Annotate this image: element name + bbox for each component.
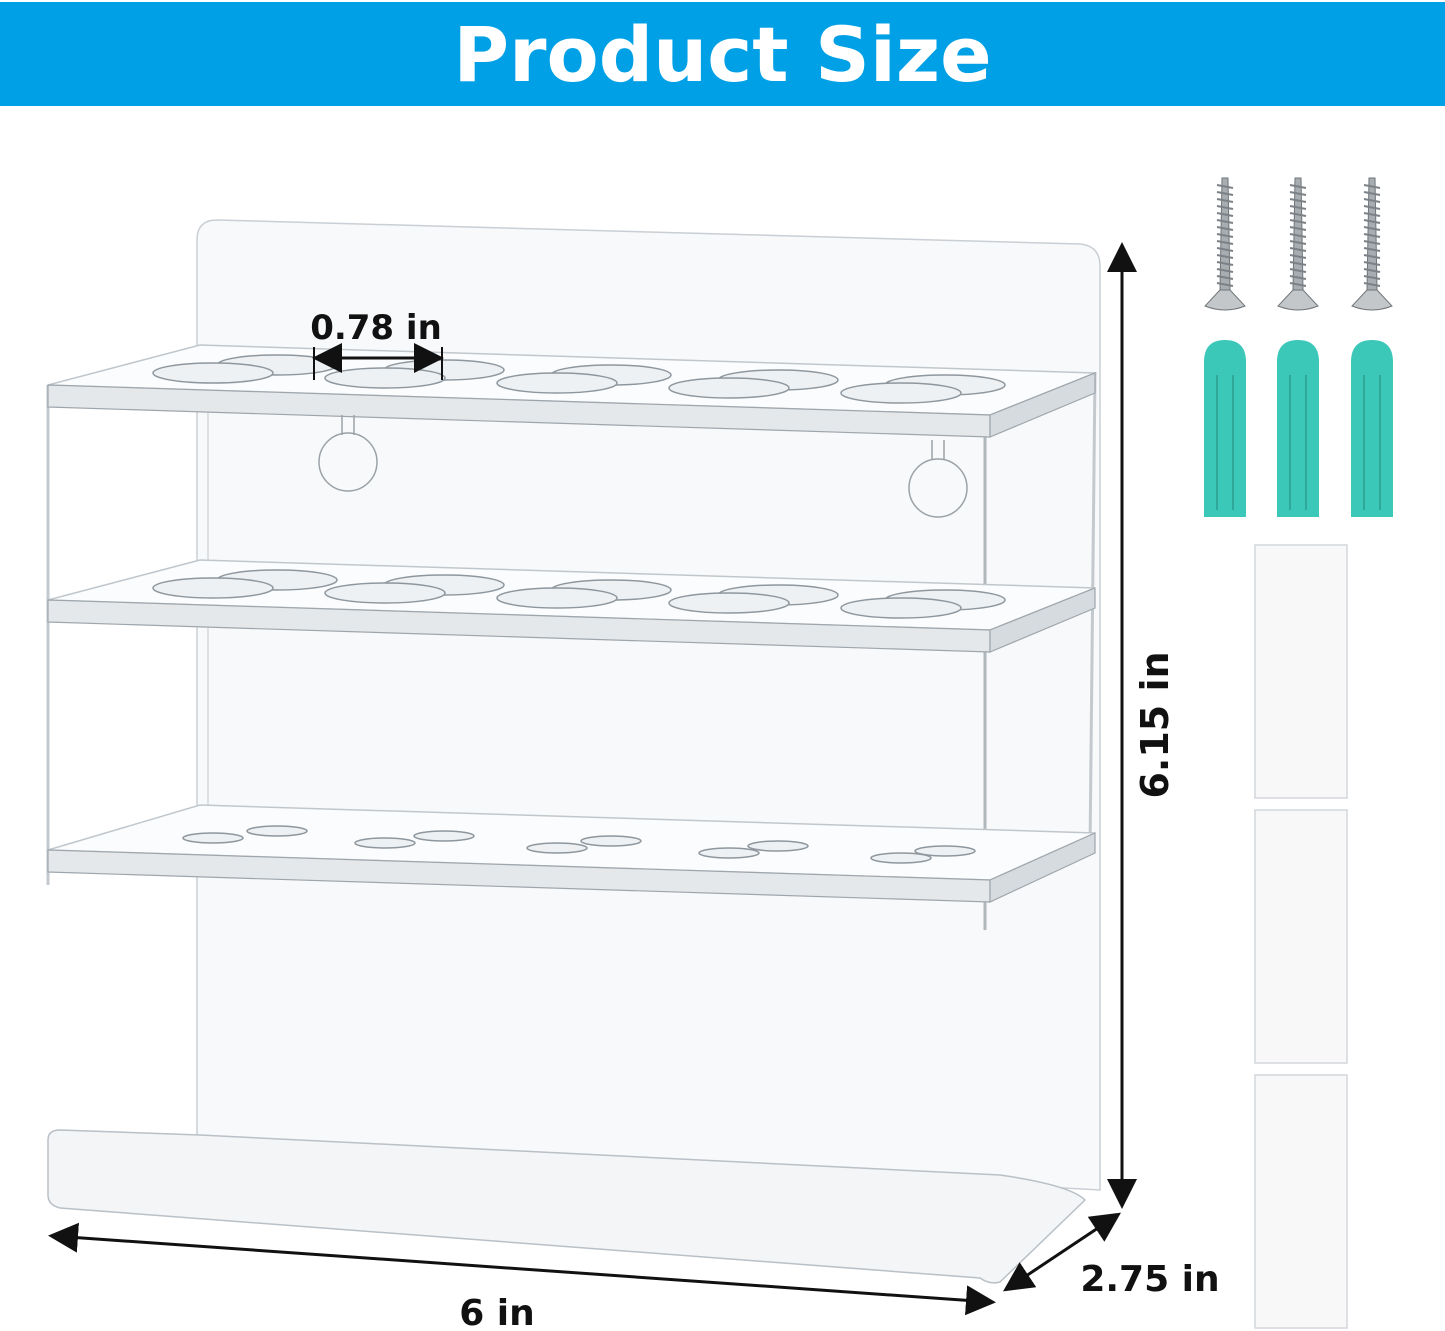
- keyhole-left: [318, 415, 378, 492]
- page-title: Product Size: [453, 9, 992, 99]
- hole: [182, 832, 244, 844]
- screw: [1351, 177, 1393, 311]
- keyhole-right: [908, 440, 968, 518]
- hole: [698, 847, 760, 859]
- hole: [668, 377, 790, 399]
- hole: [496, 587, 618, 609]
- hole: [152, 577, 274, 599]
- screw: [1204, 177, 1246, 311]
- hole: [914, 845, 976, 857]
- depth-label: 2.75 in: [1080, 1259, 1219, 1300]
- hole: [526, 842, 588, 854]
- hole: [580, 835, 642, 847]
- hole: [840, 382, 962, 404]
- hole-diameter-label: 0.78 in: [310, 308, 442, 348]
- hole: [870, 852, 932, 864]
- adhesive-pad: [1254, 1074, 1348, 1329]
- shelf-1: [47, 344, 1096, 438]
- depth-line: [1003, 1212, 1121, 1292]
- width-label: 6 in: [459, 1293, 535, 1331]
- hole: [747, 840, 809, 852]
- adhesive-pad: [1254, 544, 1348, 799]
- title-banner: Product Size: [0, 2, 1445, 106]
- hole: [324, 367, 446, 389]
- wall-anchor: [1204, 340, 1246, 517]
- hole: [496, 372, 618, 394]
- width-line: [48, 1222, 996, 1316]
- adhesive-pad: [1254, 809, 1348, 1064]
- back-panel: [196, 219, 1101, 1191]
- hole: [840, 597, 962, 619]
- height-label: 6.15 in: [1133, 651, 1177, 798]
- hole: [246, 825, 308, 837]
- hole: [354, 837, 416, 849]
- screw: [1277, 177, 1319, 311]
- wall-anchor: [1277, 340, 1319, 517]
- shelf-3: [47, 804, 1096, 903]
- shelf-2: [47, 559, 1096, 653]
- hole: [324, 582, 446, 604]
- hole: [668, 592, 790, 614]
- wall-anchor: [1351, 340, 1393, 517]
- hole: [413, 830, 475, 842]
- hole: [152, 362, 274, 384]
